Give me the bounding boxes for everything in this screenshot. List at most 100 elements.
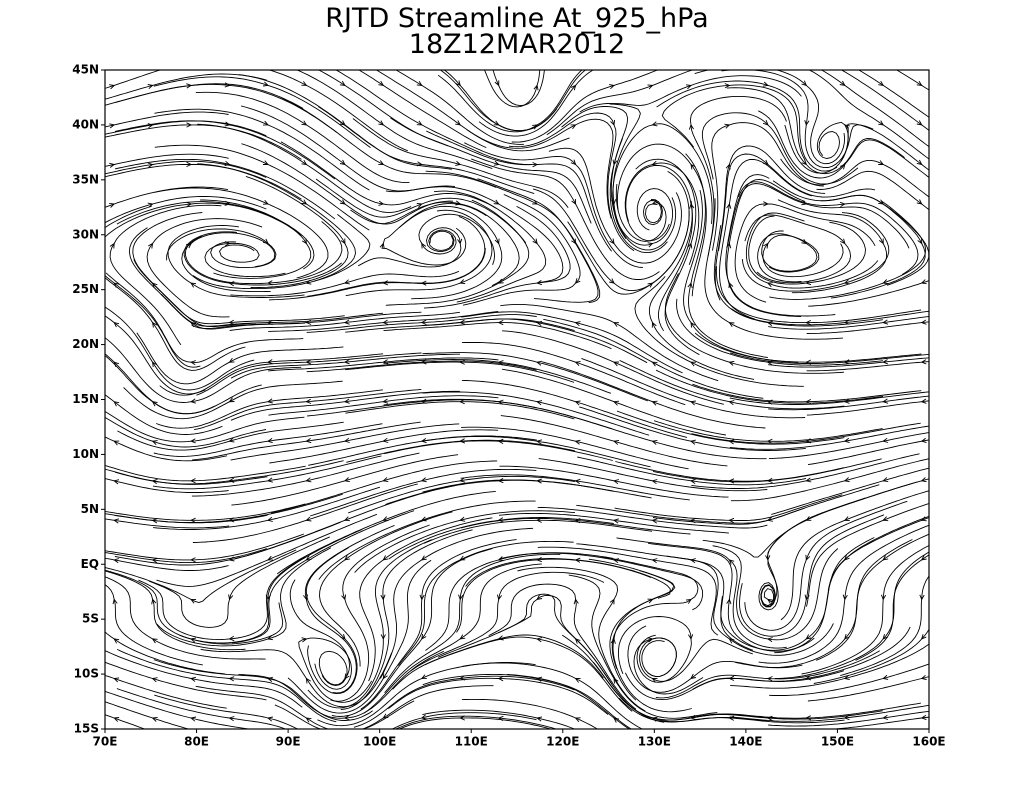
arrow-head (690, 478, 696, 484)
arrow-head (190, 676, 197, 682)
arrow-head (305, 438, 312, 444)
arrow-head (882, 437, 889, 443)
arrow-head (920, 359, 927, 365)
streamline (105, 315, 206, 395)
streamline (383, 322, 612, 350)
arrow-head (766, 477, 773, 484)
arrow-head (728, 478, 735, 484)
streamline (105, 674, 227, 709)
arrow-head (228, 517, 235, 523)
streamline (422, 479, 652, 499)
arrow-head (266, 359, 273, 365)
arrow-head (458, 594, 464, 601)
streamline (827, 517, 929, 591)
streamline (105, 661, 267, 701)
arrow-head (763, 242, 769, 249)
streamline (715, 266, 922, 324)
arrow-head (113, 440, 120, 446)
arrow-head (647, 84, 654, 90)
streamline (726, 87, 905, 175)
arrow-head (421, 242, 427, 249)
streamline (437, 595, 613, 685)
arrow-head (879, 238, 884, 245)
arrow-head (186, 201, 193, 207)
streamline (730, 458, 929, 502)
arrow-head (765, 555, 771, 561)
arrow-head (613, 322, 620, 327)
arrow-head (805, 438, 812, 444)
arrow-head (882, 516, 889, 522)
arrow-head (724, 83, 731, 89)
arrow-head (882, 555, 889, 561)
arrow-head (344, 555, 350, 561)
streamline (105, 111, 229, 128)
streamline (105, 549, 297, 603)
arrow-head (339, 80, 346, 86)
arrow-head (497, 360, 504, 366)
arrow-head (151, 401, 158, 407)
arrow-head (109, 202, 116, 208)
arrow-head (766, 282, 773, 288)
arrow-head (228, 281, 235, 287)
arrow-head (228, 319, 235, 325)
streamline (296, 70, 493, 170)
arrow-head (574, 439, 581, 445)
arrow-head (651, 558, 658, 564)
streamline (423, 519, 653, 544)
streamline (153, 659, 373, 721)
streamline (810, 478, 929, 519)
arrow-head (536, 400, 543, 406)
x-tick-label: 130E (638, 735, 671, 749)
arrow-head (612, 439, 620, 445)
arrow-head (878, 120, 885, 126)
arrow-head (455, 80, 461, 87)
streamline (633, 637, 704, 695)
arrow-head (301, 637, 308, 643)
arrow-head (805, 634, 812, 640)
arrow-head (920, 674, 927, 680)
arrow-head (416, 203, 423, 208)
arrow-head (262, 238, 269, 245)
arrow-head (574, 278, 581, 284)
arrow-head (497, 478, 504, 484)
streamline (397, 540, 574, 666)
streamline (128, 227, 306, 330)
arrow-head (190, 398, 196, 404)
arrow-head (421, 633, 427, 640)
streamline (105, 277, 246, 371)
arrow-head (536, 557, 542, 563)
arrow-head (651, 518, 658, 524)
streamline (780, 158, 929, 198)
arrow-head (305, 477, 312, 483)
streamline (268, 395, 499, 416)
streamline (153, 423, 383, 457)
arrow-head (726, 598, 732, 605)
streamline (105, 410, 305, 443)
streamline (117, 648, 337, 723)
arrow-head (766, 637, 773, 643)
arrow-head (186, 122, 193, 128)
streamline (391, 712, 537, 729)
arrow-head (536, 280, 543, 286)
arrow-head (420, 555, 427, 561)
arrow-head (536, 716, 543, 722)
streamline (857, 70, 929, 118)
arrow-head (459, 555, 466, 561)
arrow-head (459, 634, 466, 640)
streamline (840, 123, 929, 171)
streamline (592, 661, 807, 721)
arrow-head (612, 479, 620, 485)
streamline (461, 698, 599, 729)
streamline (269, 429, 499, 464)
x-tick-label: 70E (93, 735, 118, 749)
arrow-head (343, 715, 350, 721)
arrow-head (459, 477, 466, 483)
arrow-head (151, 440, 158, 446)
arrow-head (339, 159, 346, 166)
arrow-head (380, 594, 386, 601)
arrow-head (152, 361, 158, 368)
arrow-head (224, 82, 231, 88)
streamline (758, 497, 866, 611)
arrow-head (305, 717, 312, 723)
streamline (105, 701, 191, 729)
